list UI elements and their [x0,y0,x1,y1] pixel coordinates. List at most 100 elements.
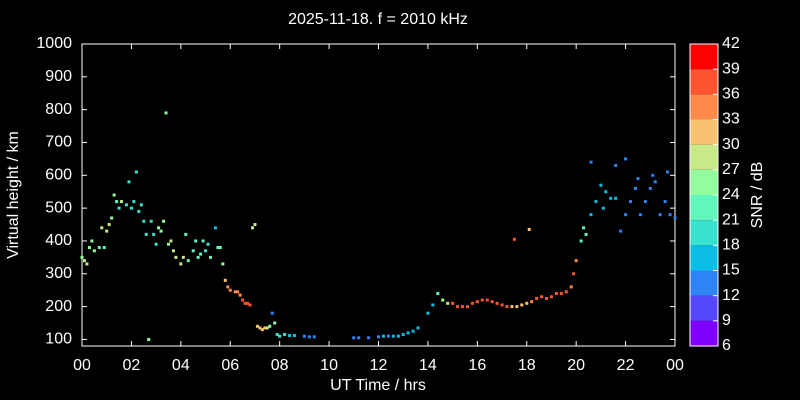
data-point [648,186,652,190]
data-point [614,163,618,167]
y-tick-label: 100 [45,331,72,348]
data-point [411,329,415,333]
colorbar-tick-label: 18 [722,237,740,254]
data-point [127,180,131,184]
colorbar-tick-label: 33 [722,111,740,128]
data-point [288,333,292,337]
data-point [636,177,640,181]
data-point [540,295,544,299]
data-point [461,305,465,309]
data-point [149,219,153,223]
data-point [129,206,133,210]
data-point [100,226,104,230]
x-tick-label: 12 [370,357,388,374]
data-point [260,328,264,332]
data-point [352,336,356,340]
y-tick-label: 1000 [36,35,72,52]
data-point [157,226,161,230]
data-point [554,291,558,295]
data-point [426,311,430,315]
data-point [451,301,455,305]
colorbar-band [690,44,718,70]
data-point [216,246,220,250]
colorbar-tick-label: 12 [722,287,740,304]
data-point [208,255,212,259]
plot-frame [81,43,676,347]
data-point [594,200,598,204]
data-point [179,262,183,266]
x-tick-label: 16 [468,357,486,374]
data-point [139,203,143,207]
data-point [228,288,232,292]
colorbar-tick-label: 6 [722,337,731,354]
data-point [117,206,121,210]
data-point [619,229,623,233]
colorbar-band [690,119,718,145]
data-point [226,285,230,289]
data-point [431,303,435,307]
data-point [90,239,94,243]
x-tick-label: 18 [518,357,536,374]
data-point [82,259,86,263]
data-point [186,259,190,263]
data-point [110,216,114,220]
data-point [668,213,672,217]
data-point [367,336,371,340]
data-point [147,337,151,341]
data-point [515,305,519,309]
data-point [85,262,89,266]
y-tick-label: 500 [45,199,72,216]
data-point [406,331,410,335]
colorbar-band [690,320,718,346]
data-point [666,170,670,174]
data-point [174,255,178,259]
data-point [651,173,655,177]
data-point [115,200,119,204]
data-point [263,326,267,330]
data-point [505,305,509,309]
data-point [255,324,259,328]
data-point [391,334,395,338]
colorbar-tick-label: 9 [722,312,731,329]
data-point [663,200,667,204]
data-point [559,291,563,295]
x-tick-label: 04 [172,357,190,374]
data-point [470,301,474,305]
colorbar-tick-label: 21 [722,211,740,228]
data-point [416,326,420,330]
data-point [582,226,586,230]
data-point [199,252,203,256]
data-point [169,239,173,243]
data-point [564,290,568,294]
data-point [549,295,553,299]
x-tick-label: 06 [221,357,239,374]
data-point [535,296,539,300]
y-tick-label: 900 [45,68,72,85]
data-point [258,326,262,330]
data-point [520,303,524,307]
data-point [589,213,593,217]
data-point [154,242,158,246]
data-point [673,216,677,220]
data-point [142,219,146,223]
data-point [246,301,250,305]
data-point [312,335,316,339]
colorbar-band [690,295,718,321]
data-point [201,239,205,243]
data-point [436,291,440,295]
colorbar-band [690,195,718,221]
data-point [236,290,240,294]
data-point [307,335,311,339]
y-axis-label: Virtual height / km [5,131,22,259]
data-point [401,333,405,337]
data-point [633,186,637,190]
data-point [278,334,282,338]
data-point [105,229,109,233]
data-point [241,298,245,302]
x-tick-label: 08 [271,357,289,374]
data-point [658,213,662,217]
data-point [624,157,628,161]
data-point [629,200,633,204]
data-point [589,160,593,164]
